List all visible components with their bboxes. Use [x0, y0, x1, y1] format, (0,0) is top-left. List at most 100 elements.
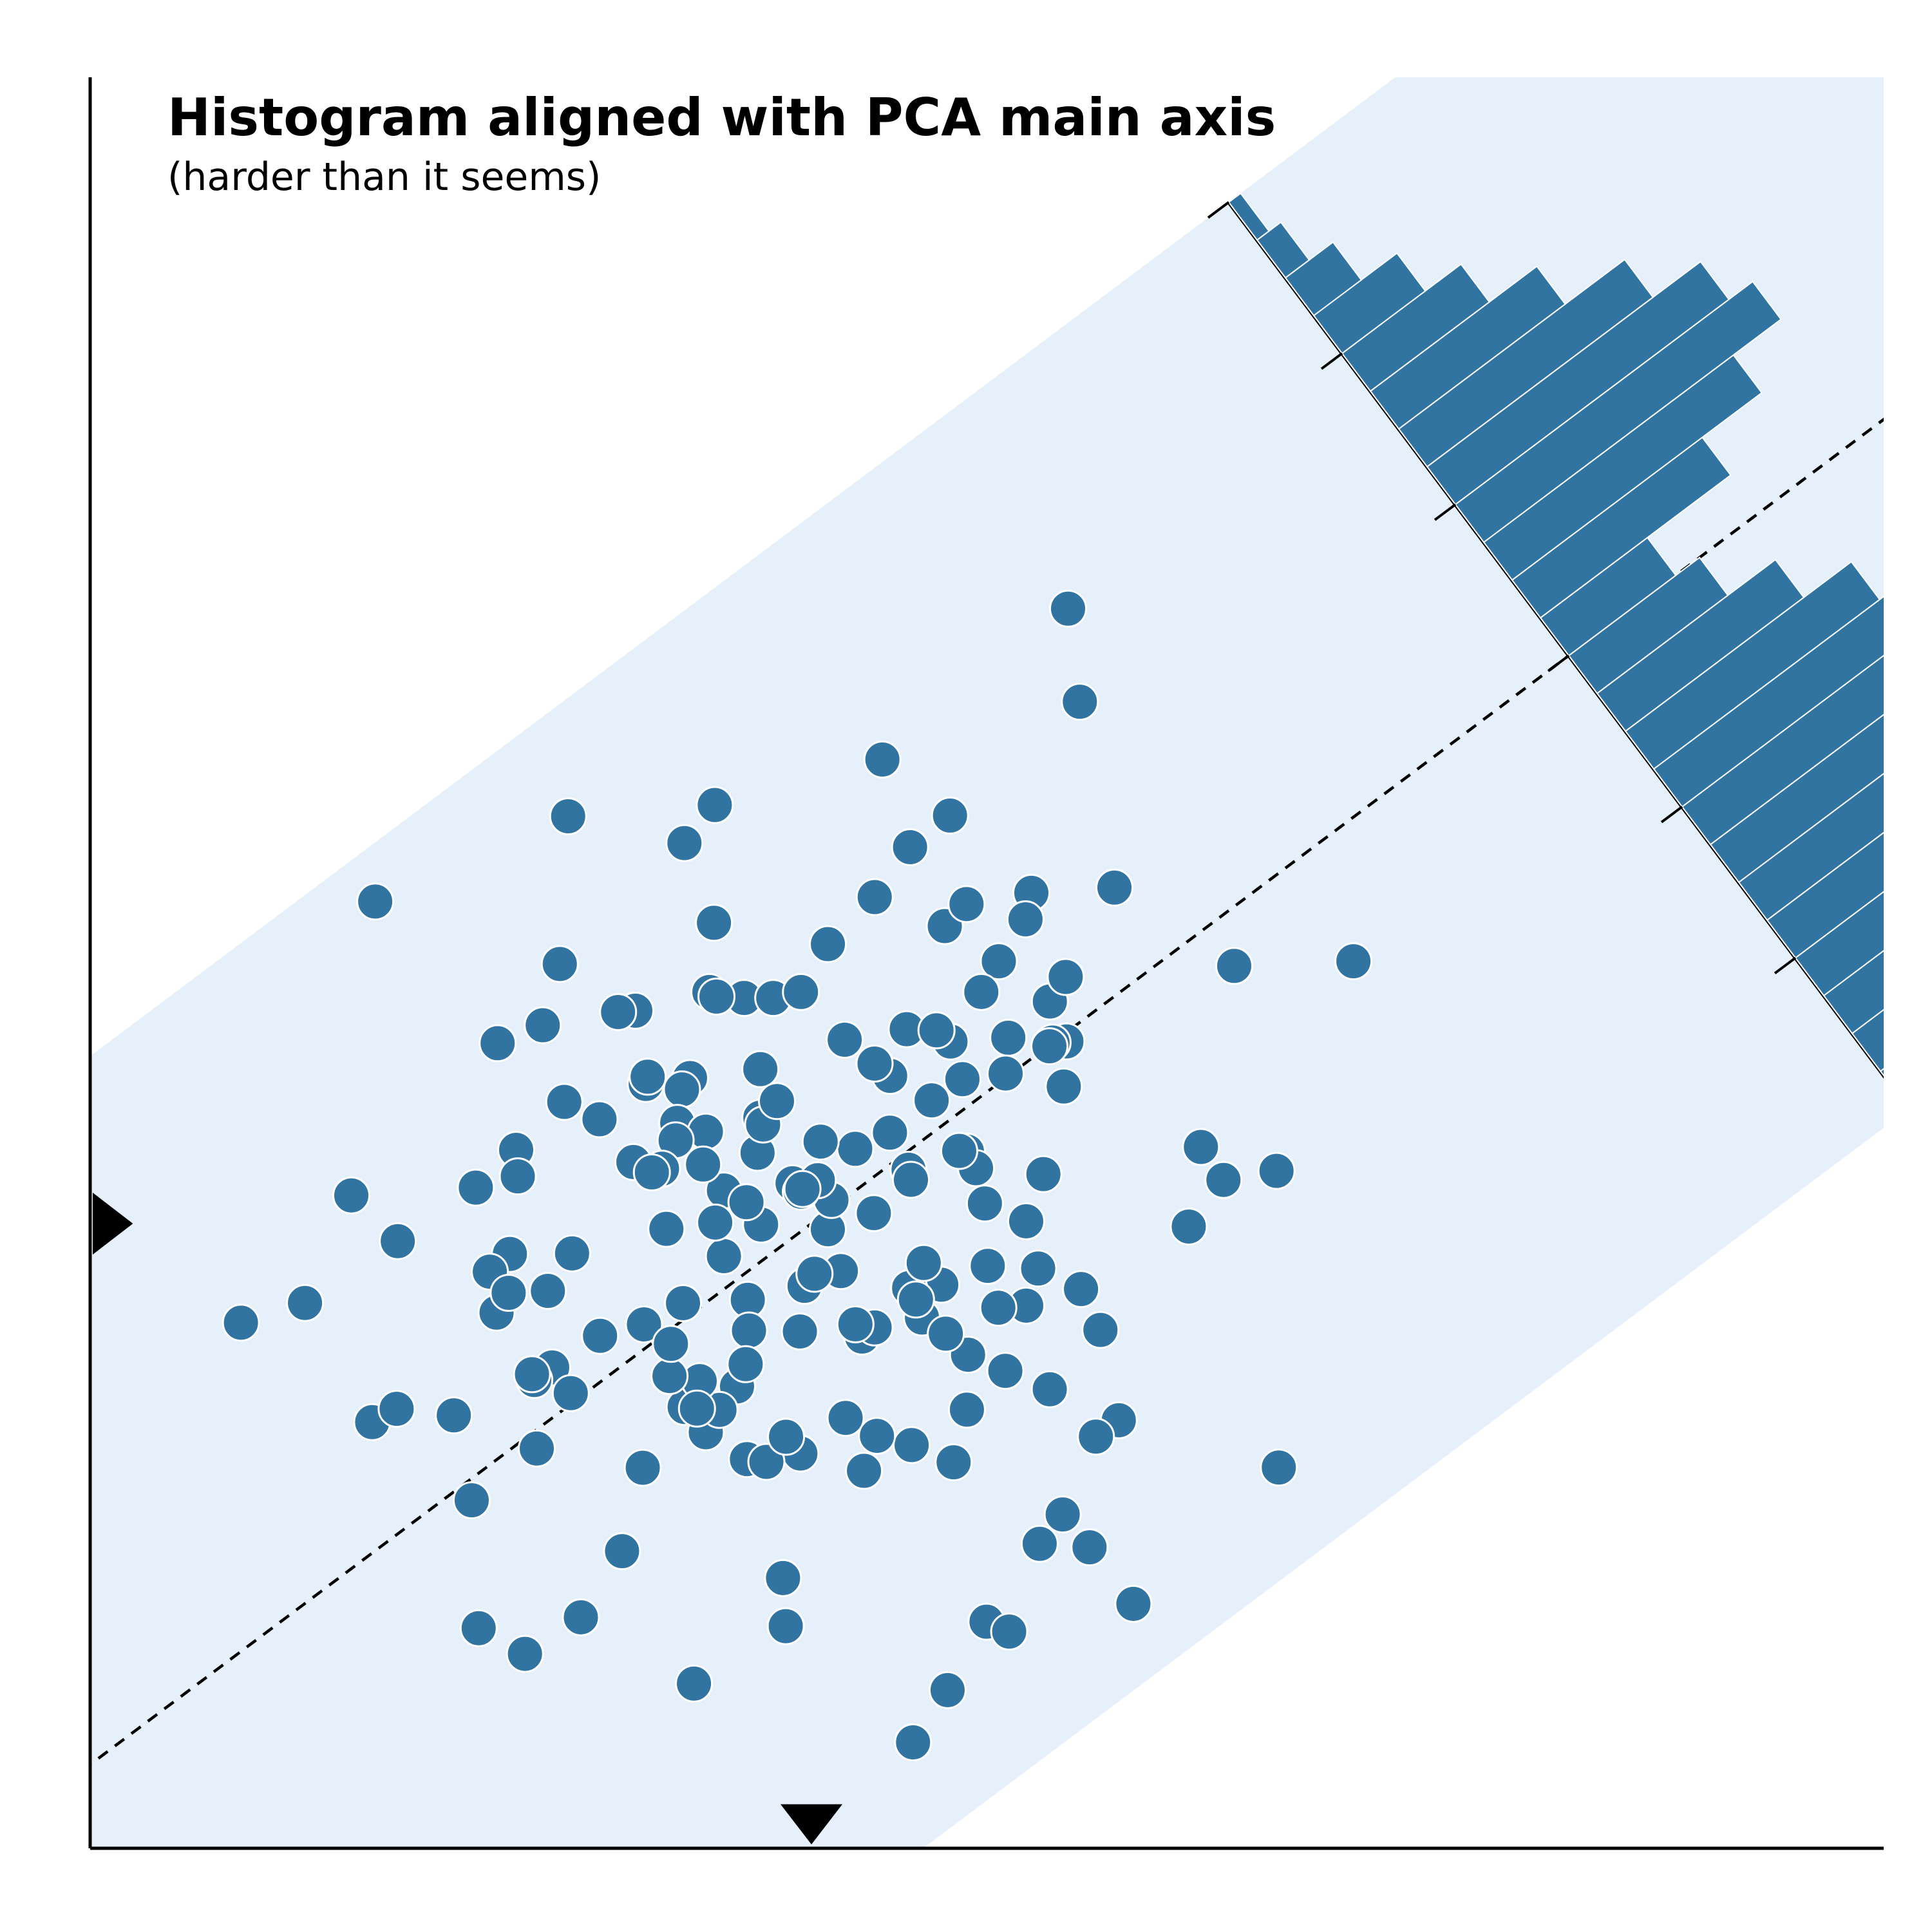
scatter-point — [929, 1672, 965, 1708]
scatter-point — [1206, 1162, 1242, 1198]
scatter-point — [1032, 1371, 1068, 1407]
scatter-point — [676, 1665, 712, 1701]
scatter-point — [553, 1375, 589, 1411]
scatter-point — [893, 1162, 929, 1198]
scatter-point — [743, 1051, 779, 1087]
scatter-point — [458, 1170, 494, 1206]
scatter-point — [987, 1353, 1023, 1389]
histogram-bar — [1880, 1062, 1920, 1109]
scatter-point — [1083, 1312, 1119, 1348]
scatter-point — [1062, 684, 1098, 720]
scatter-point — [500, 1159, 536, 1195]
scatter-point — [963, 974, 999, 1010]
scatter-point — [1008, 1203, 1044, 1239]
scatter-point — [828, 1400, 864, 1436]
scatter-point — [872, 1115, 908, 1151]
scatter-point — [990, 1019, 1027, 1056]
scatter-point — [697, 1204, 734, 1240]
scatter-point — [846, 1453, 882, 1489]
scatter-point — [696, 905, 732, 941]
scatter-point — [1046, 1068, 1082, 1104]
scatter-point — [542, 946, 578, 982]
scatter-point — [905, 1245, 942, 1281]
scatter-point — [550, 799, 586, 835]
scatter-point — [1261, 1450, 1297, 1486]
scatter-point — [1050, 591, 1086, 627]
scatter-point — [1216, 948, 1252, 984]
scatter-point — [928, 1316, 964, 1352]
scatter-point — [563, 1599, 599, 1635]
histogram-tick — [1888, 1109, 1909, 1124]
scatter-point — [1336, 943, 1372, 980]
scatter-point — [630, 1059, 666, 1095]
scatter-point — [784, 1171, 820, 1207]
scatter-point — [664, 1072, 700, 1108]
scatter-point — [380, 1223, 416, 1259]
scatter-point — [436, 1397, 472, 1434]
scatter-point — [932, 797, 968, 833]
scatter-point — [728, 1346, 764, 1382]
scatter-point — [944, 1061, 980, 1097]
scatter-point — [1115, 1586, 1151, 1622]
scatter-point — [546, 1084, 582, 1120]
scatter-point — [949, 886, 985, 922]
scatter-point — [936, 1444, 972, 1481]
scatter-point — [765, 1560, 801, 1596]
scatter-point — [697, 787, 733, 823]
scatter-point — [652, 1358, 688, 1394]
scatter-point — [810, 926, 846, 962]
scatter-point — [768, 1419, 804, 1455]
scatter-point — [864, 741, 900, 777]
scatter-point — [1258, 1153, 1294, 1189]
scatter-point — [892, 829, 928, 865]
scatter-point — [759, 1083, 795, 1119]
scatter-point — [918, 1012, 954, 1048]
scatter-point — [728, 1184, 764, 1220]
scatter-point — [967, 1186, 1003, 1222]
scatter-point — [1048, 959, 1084, 995]
scatter-point — [857, 1045, 893, 1081]
scatter-point — [914, 1083, 950, 1119]
scatter-point — [988, 1056, 1024, 1092]
scatter-point — [491, 1275, 527, 1311]
scatter-point — [782, 1314, 818, 1350]
scatter-point — [1045, 1497, 1081, 1533]
scatter-point — [699, 978, 735, 1014]
scatter-point — [859, 1418, 895, 1454]
scatter-point — [768, 1608, 804, 1644]
scatter-point — [1078, 1419, 1114, 1455]
scatter-point — [582, 1318, 618, 1354]
scatter-point — [530, 1273, 566, 1309]
scatter-point — [649, 1211, 685, 1247]
plot-area — [0, 0, 1932, 1932]
scatter-point — [898, 1282, 934, 1318]
scatter-point — [731, 1312, 767, 1349]
plot-subtitle: (harder than it seems) — [167, 155, 601, 200]
scatter-point — [334, 1177, 370, 1213]
scatter-point — [895, 1725, 931, 1761]
scatter-point — [857, 879, 893, 915]
scatter-point — [706, 1238, 742, 1274]
scatter-point — [519, 1430, 555, 1466]
scatter-point — [797, 1256, 833, 1292]
scatter-point — [783, 974, 819, 1010]
plot-title: Histogram aligned with PCA main axis — [167, 88, 1276, 147]
scatter-point — [525, 1007, 561, 1043]
scatter-point — [357, 884, 393, 920]
scatter-point — [856, 1195, 892, 1231]
scatter-point — [1097, 869, 1133, 905]
scatter-point — [941, 1133, 977, 1169]
scatter-point — [507, 1636, 543, 1672]
scatter-point — [223, 1305, 259, 1341]
scatter-point — [1063, 1271, 1099, 1307]
scatter-point — [1025, 1156, 1061, 1192]
scatter-point — [1021, 1526, 1057, 1562]
scatter-point — [653, 1326, 689, 1362]
scatter-point — [970, 1248, 1006, 1284]
scatter-point — [665, 1285, 701, 1321]
scatter-point — [827, 1022, 863, 1058]
scatter-point — [625, 1450, 661, 1486]
scatter-point — [980, 1290, 1016, 1326]
scatter-point — [1020, 1251, 1056, 1287]
scatter-point — [949, 1392, 985, 1428]
